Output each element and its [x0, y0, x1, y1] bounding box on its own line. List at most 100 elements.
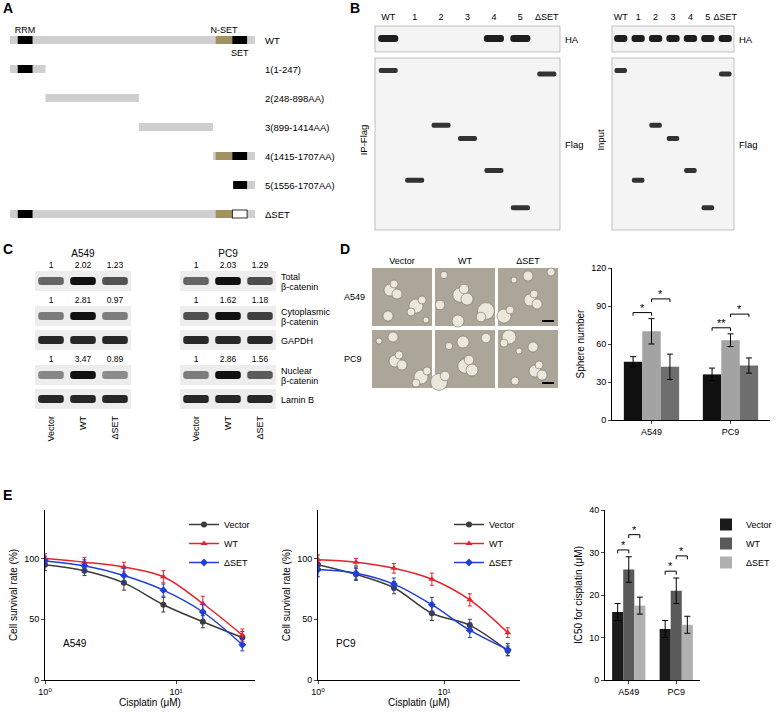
svg-text:WT: WT — [614, 12, 628, 22]
svg-text:A: A — [3, 0, 13, 16]
svg-text:GAPDH: GAPDH — [281, 336, 313, 346]
svg-text:HA: HA — [565, 34, 579, 45]
svg-text:*: * — [640, 302, 645, 314]
svg-text:2.81: 2.81 — [75, 295, 92, 305]
svg-text:ΔSET: ΔSET — [489, 558, 513, 568]
svg-text:0: 0 — [34, 675, 39, 685]
svg-text:WT: WT — [78, 416, 88, 430]
svg-text:10¹: 10¹ — [170, 687, 183, 697]
svg-text:D: D — [340, 241, 350, 257]
svg-text:1: 1 — [194, 260, 199, 270]
svg-text:1: 1 — [49, 295, 54, 305]
svg-text:C: C — [3, 241, 13, 257]
svg-text:IP-Flag: IP-Flag — [358, 125, 369, 156]
svg-text:ΔSET: ΔSET — [110, 415, 120, 439]
svg-text:β-catenin: β-catenin — [281, 282, 318, 292]
svg-text:10⁰: 10⁰ — [38, 687, 52, 697]
svg-text:30: 30 — [596, 377, 606, 387]
svg-text:2: 2 — [653, 12, 658, 22]
svg-text:*: * — [679, 545, 684, 557]
svg-text:A549: A549 — [641, 427, 662, 437]
svg-text:E: E — [3, 487, 12, 503]
svg-text:100: 100 — [297, 554, 312, 564]
svg-text:2: 2 — [439, 12, 444, 22]
svg-text:WT: WT — [746, 539, 760, 549]
svg-text:4: 4 — [491, 12, 496, 22]
svg-text:40: 40 — [589, 505, 599, 515]
svg-text:5: 5 — [705, 12, 710, 22]
svg-text:1.29: 1.29 — [252, 260, 269, 270]
svg-text:Input: Input — [595, 129, 606, 150]
svg-text:ΔSET: ΔSET — [265, 209, 290, 220]
svg-text:B: B — [350, 0, 360, 16]
svg-text:PC9: PC9 — [218, 248, 238, 259]
svg-text:0: 0 — [307, 675, 312, 685]
svg-text:5(1556-1707AA): 5(1556-1707AA) — [265, 180, 335, 191]
svg-text:4: 4 — [688, 12, 693, 22]
svg-text:2.02: 2.02 — [75, 260, 92, 270]
svg-text:Cell survival rate (%): Cell survival rate (%) — [281, 549, 292, 641]
svg-text:30: 30 — [589, 548, 599, 558]
svg-text:Vector: Vector — [191, 416, 201, 442]
svg-text:0: 0 — [594, 675, 599, 685]
svg-text:3(899-1414AA): 3(899-1414AA) — [265, 122, 329, 133]
svg-text:Total: Total — [281, 272, 300, 282]
svg-text:WT: WT — [458, 256, 472, 266]
svg-text:N-SET: N-SET — [210, 25, 238, 35]
svg-text:1: 1 — [49, 260, 54, 270]
svg-text:50: 50 — [302, 614, 312, 624]
svg-text:SET: SET — [231, 48, 249, 58]
svg-text:100: 100 — [24, 554, 39, 564]
svg-text:ΔSET: ΔSET — [535, 12, 559, 22]
svg-text:1: 1 — [194, 295, 199, 305]
svg-text:Flag: Flag — [565, 139, 583, 150]
svg-text:Vector: Vector — [489, 520, 515, 530]
svg-text:1: 1 — [412, 12, 417, 22]
svg-text:0.89: 0.89 — [107, 354, 124, 364]
svg-text:1.18: 1.18 — [252, 295, 269, 305]
svg-text:Flag: Flag — [739, 139, 757, 150]
svg-text:A549: A549 — [71, 248, 95, 259]
svg-text:90: 90 — [596, 301, 606, 311]
svg-text:Cell survival rate (%): Cell survival rate (%) — [8, 549, 19, 641]
svg-text:ΔSET: ΔSET — [224, 558, 248, 568]
svg-text:60: 60 — [596, 339, 606, 349]
svg-text:**: ** — [717, 317, 726, 329]
svg-text:A549: A549 — [618, 687, 639, 697]
svg-text:WT: WT — [265, 35, 280, 46]
svg-text:*: * — [737, 303, 742, 315]
svg-text:3: 3 — [465, 12, 470, 22]
svg-text:50: 50 — [29, 614, 39, 624]
svg-text:5: 5 — [518, 12, 523, 22]
svg-text:4(1415-1707AA): 4(1415-1707AA) — [265, 151, 335, 162]
svg-text:0: 0 — [601, 415, 606, 425]
svg-text:1.56: 1.56 — [252, 354, 269, 364]
svg-text:10⁰: 10⁰ — [311, 687, 325, 697]
svg-text:0.97: 0.97 — [107, 295, 124, 305]
svg-text:β-catenin: β-catenin — [281, 317, 318, 327]
svg-text:PC9: PC9 — [667, 687, 685, 697]
svg-text:WT: WT — [223, 416, 233, 430]
svg-text:1.23: 1.23 — [107, 260, 124, 270]
svg-text:WT: WT — [489, 539, 503, 549]
svg-text:PC9: PC9 — [344, 354, 362, 364]
svg-text:1: 1 — [636, 12, 641, 22]
svg-text:1: 1 — [194, 354, 199, 364]
svg-text:1.62: 1.62 — [220, 295, 237, 305]
svg-text:*: * — [658, 288, 663, 300]
svg-text:ΔSET: ΔSET — [714, 12, 738, 22]
svg-text:10: 10 — [589, 633, 599, 643]
svg-text:RRM: RRM — [15, 25, 36, 35]
svg-text:Sphere number: Sphere number — [575, 309, 586, 379]
svg-text:IC50 for cisplatin (μM): IC50 for cisplatin (μM) — [573, 546, 584, 644]
svg-text:10¹: 10¹ — [438, 687, 451, 697]
svg-text:120: 120 — [591, 263, 606, 273]
svg-text:HA: HA — [739, 34, 753, 45]
svg-text:Vector: Vector — [746, 520, 772, 530]
svg-text:A549: A549 — [344, 292, 365, 302]
svg-text:ΔSET: ΔSET — [255, 415, 265, 439]
svg-text:20: 20 — [589, 590, 599, 600]
svg-text:Cytoplasmic: Cytoplasmic — [281, 307, 331, 317]
svg-text:WT: WT — [381, 12, 395, 22]
svg-text:3.47: 3.47 — [75, 354, 92, 364]
